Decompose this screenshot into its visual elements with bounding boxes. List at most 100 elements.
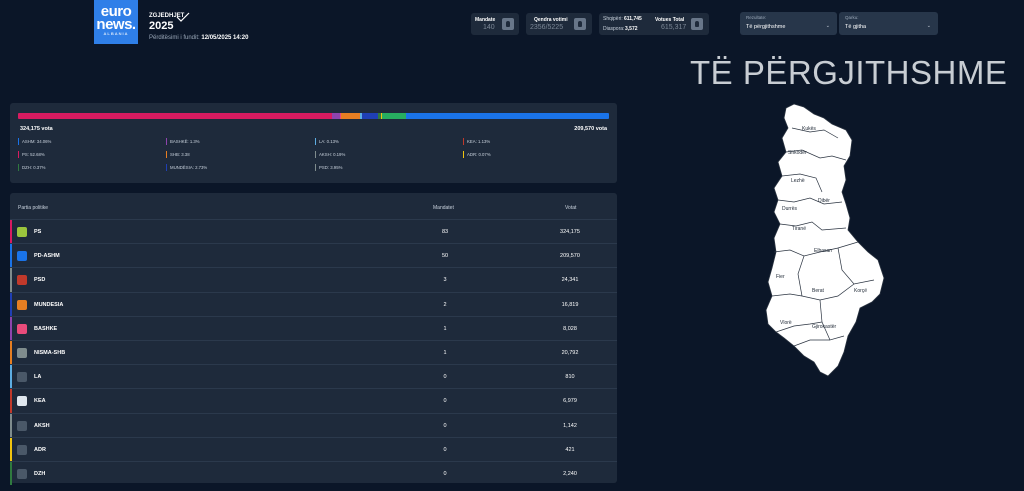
vote-bar-segment: [360, 113, 362, 119]
vote-bar-segment: [361, 113, 378, 119]
vote-bar-segment: [340, 113, 341, 119]
person-icon: [691, 18, 703, 30]
table-row[interactable]: NISMA-SHB 1 20,792: [10, 340, 617, 365]
party-seats: 83: [441, 229, 449, 235]
party-seats: 0: [443, 398, 447, 405]
party-seats: 3: [443, 277, 447, 284]
city-label: Kukës: [802, 126, 816, 132]
elections-title: ZGJEDHJET 2025: [149, 13, 184, 32]
party-logo-icon: [17, 372, 27, 383]
party-votes: 8,028: [563, 325, 577, 332]
results-select-value: Të përgjithshme: [746, 24, 786, 30]
updated-label: Përditësimi i fundit:: [149, 35, 200, 41]
col-votes: Votat: [565, 205, 577, 211]
party-votes: 1,142: [563, 422, 577, 429]
centers-value: 2356/5225: [530, 24, 564, 31]
table-row[interactable]: DZH 0 2,240: [10, 461, 617, 486]
legend-item: PS: 52.68%: [18, 151, 45, 158]
party-color-edge: [10, 268, 12, 292]
diaspora-label: Diaspora:: [603, 26, 625, 32]
col-seats: Mandatet: [433, 205, 454, 211]
party-votes: 24,341: [561, 277, 579, 284]
party-color-edge: [10, 244, 12, 268]
party-name: PS: [34, 229, 42, 235]
legend-item: BASHKË: 1.3%: [166, 138, 200, 145]
city-label: Shkodër: [788, 150, 807, 156]
total-value: 615,317: [661, 24, 687, 31]
legend-item: MUNDËSIA: 2.73%: [166, 164, 207, 171]
party-logo-icon: [17, 348, 27, 358]
results-select[interactable]: Rezultate: Të përgjithshme ⌄: [740, 12, 837, 35]
ballot-icon: [574, 18, 586, 30]
albania-map[interactable]: Kukës Shkodër Lezhë Dibër Durrës Tiranë …: [758, 100, 888, 382]
vote-bar-segment: [377, 113, 382, 119]
party-color-edge: [10, 389, 12, 413]
party-color-edge: [10, 437, 12, 461]
table-row[interactable]: LA 0 810: [10, 364, 617, 389]
total-label: Votues Total: [655, 17, 685, 23]
district-select[interactable]: Qarku: Të gjitha ⌄: [839, 12, 938, 35]
party-color-edge: [10, 413, 12, 437]
party-seats: 2: [443, 301, 447, 308]
party-seats: 0: [443, 374, 447, 381]
city-label: Tiranë: [792, 226, 806, 232]
voters-stat: Shqipëri: 611,745 Diaspora: 3,572 Votues…: [599, 13, 709, 35]
party-name: AKSH: [34, 422, 50, 429]
vote-bar-segment: [405, 113, 609, 119]
party-votes: 324,175: [560, 229, 580, 235]
party-logo-icon: [17, 444, 27, 455]
results-table: Partia politike Mandatet Votat PS 83 324,1…: [10, 193, 617, 486]
party-votes: 810: [565, 374, 575, 381]
logo-line3: ALBANIA: [103, 31, 129, 36]
city-label: Vlorë: [780, 320, 792, 326]
party-color-edge: [10, 316, 12, 340]
district-select-label: Qarku:: [845, 15, 859, 20]
party-votes: 421: [565, 446, 575, 453]
vote-bar-segment: [332, 113, 341, 119]
party-logo-icon: [17, 251, 27, 262]
party-votes: 6,979: [563, 398, 577, 405]
table-row[interactable]: MUNDESIA 2 16,819: [10, 291, 617, 316]
legend-item: AKSH: 0.19%: [315, 151, 345, 158]
party-name: DZH: [34, 471, 46, 477]
table-row[interactable]: PS 83 324,175: [10, 219, 617, 244]
party-seats: 0: [443, 471, 447, 477]
euronews-logo[interactable]: euro news. ALBANIA: [94, 0, 138, 44]
country-outline: [765, 103, 885, 377]
legend-item: ADR: 0.07%: [463, 151, 491, 158]
party-seats: 50: [441, 253, 449, 260]
city-label: Elbasan: [814, 248, 832, 254]
table-row[interactable]: AKSH 0 1,142: [10, 412, 617, 437]
vote-bar-segment: [381, 113, 383, 119]
party-seats: 1: [443, 350, 447, 356]
summary-panel: 324,175 vota 209,570 vota ASHM: 34.06% BA…: [10, 103, 617, 183]
col-party: Partia politike: [18, 205, 49, 211]
elections-label: ZGJEDHJET: [149, 13, 185, 19]
table-row[interactable]: BASHKE 1 8,028: [10, 315, 617, 340]
city-label: Korçë: [854, 288, 867, 294]
mandates-label: Mandate: [475, 17, 496, 23]
party-logo-icon: [17, 275, 27, 286]
table-row[interactable]: KEA 0 6,979: [10, 388, 617, 413]
last-updated: Përditësimi i fundit: 12/05/2025 14:20: [149, 35, 248, 41]
party-name: KEA: [34, 398, 46, 405]
district-borders: [771, 127, 875, 347]
albania-map-svg[interactable]: Kukës Shkodër Lezhë Dibër Durrës Tiranë …: [758, 100, 888, 382]
elections-year: 2025: [149, 20, 174, 32]
table-row[interactable]: PSD 3 24,341: [10, 267, 617, 292]
party-name: MUNDESIA: [34, 301, 64, 308]
legend-item: KEA: 1.13%: [463, 138, 490, 145]
legend-item: LA: 0.13%: [315, 138, 339, 145]
city-label: Durrës: [782, 206, 798, 212]
city-label: Dibër: [818, 198, 830, 204]
party-votes: 20,792: [561, 350, 579, 356]
vote-bar-segment: [18, 113, 333, 119]
party-logo-icon: [17, 299, 27, 310]
chevron-down-icon: ⌄: [926, 23, 931, 29]
city-label: Lezhë: [791, 178, 805, 184]
party-logo-icon: [17, 420, 27, 431]
party-name: BASHKE: [34, 325, 58, 332]
table-row[interactable]: ADR 0 421: [10, 436, 617, 461]
party-color-edge: [10, 292, 12, 316]
table-row[interactable]: PD-ASHM 50 209,570: [10, 243, 617, 268]
